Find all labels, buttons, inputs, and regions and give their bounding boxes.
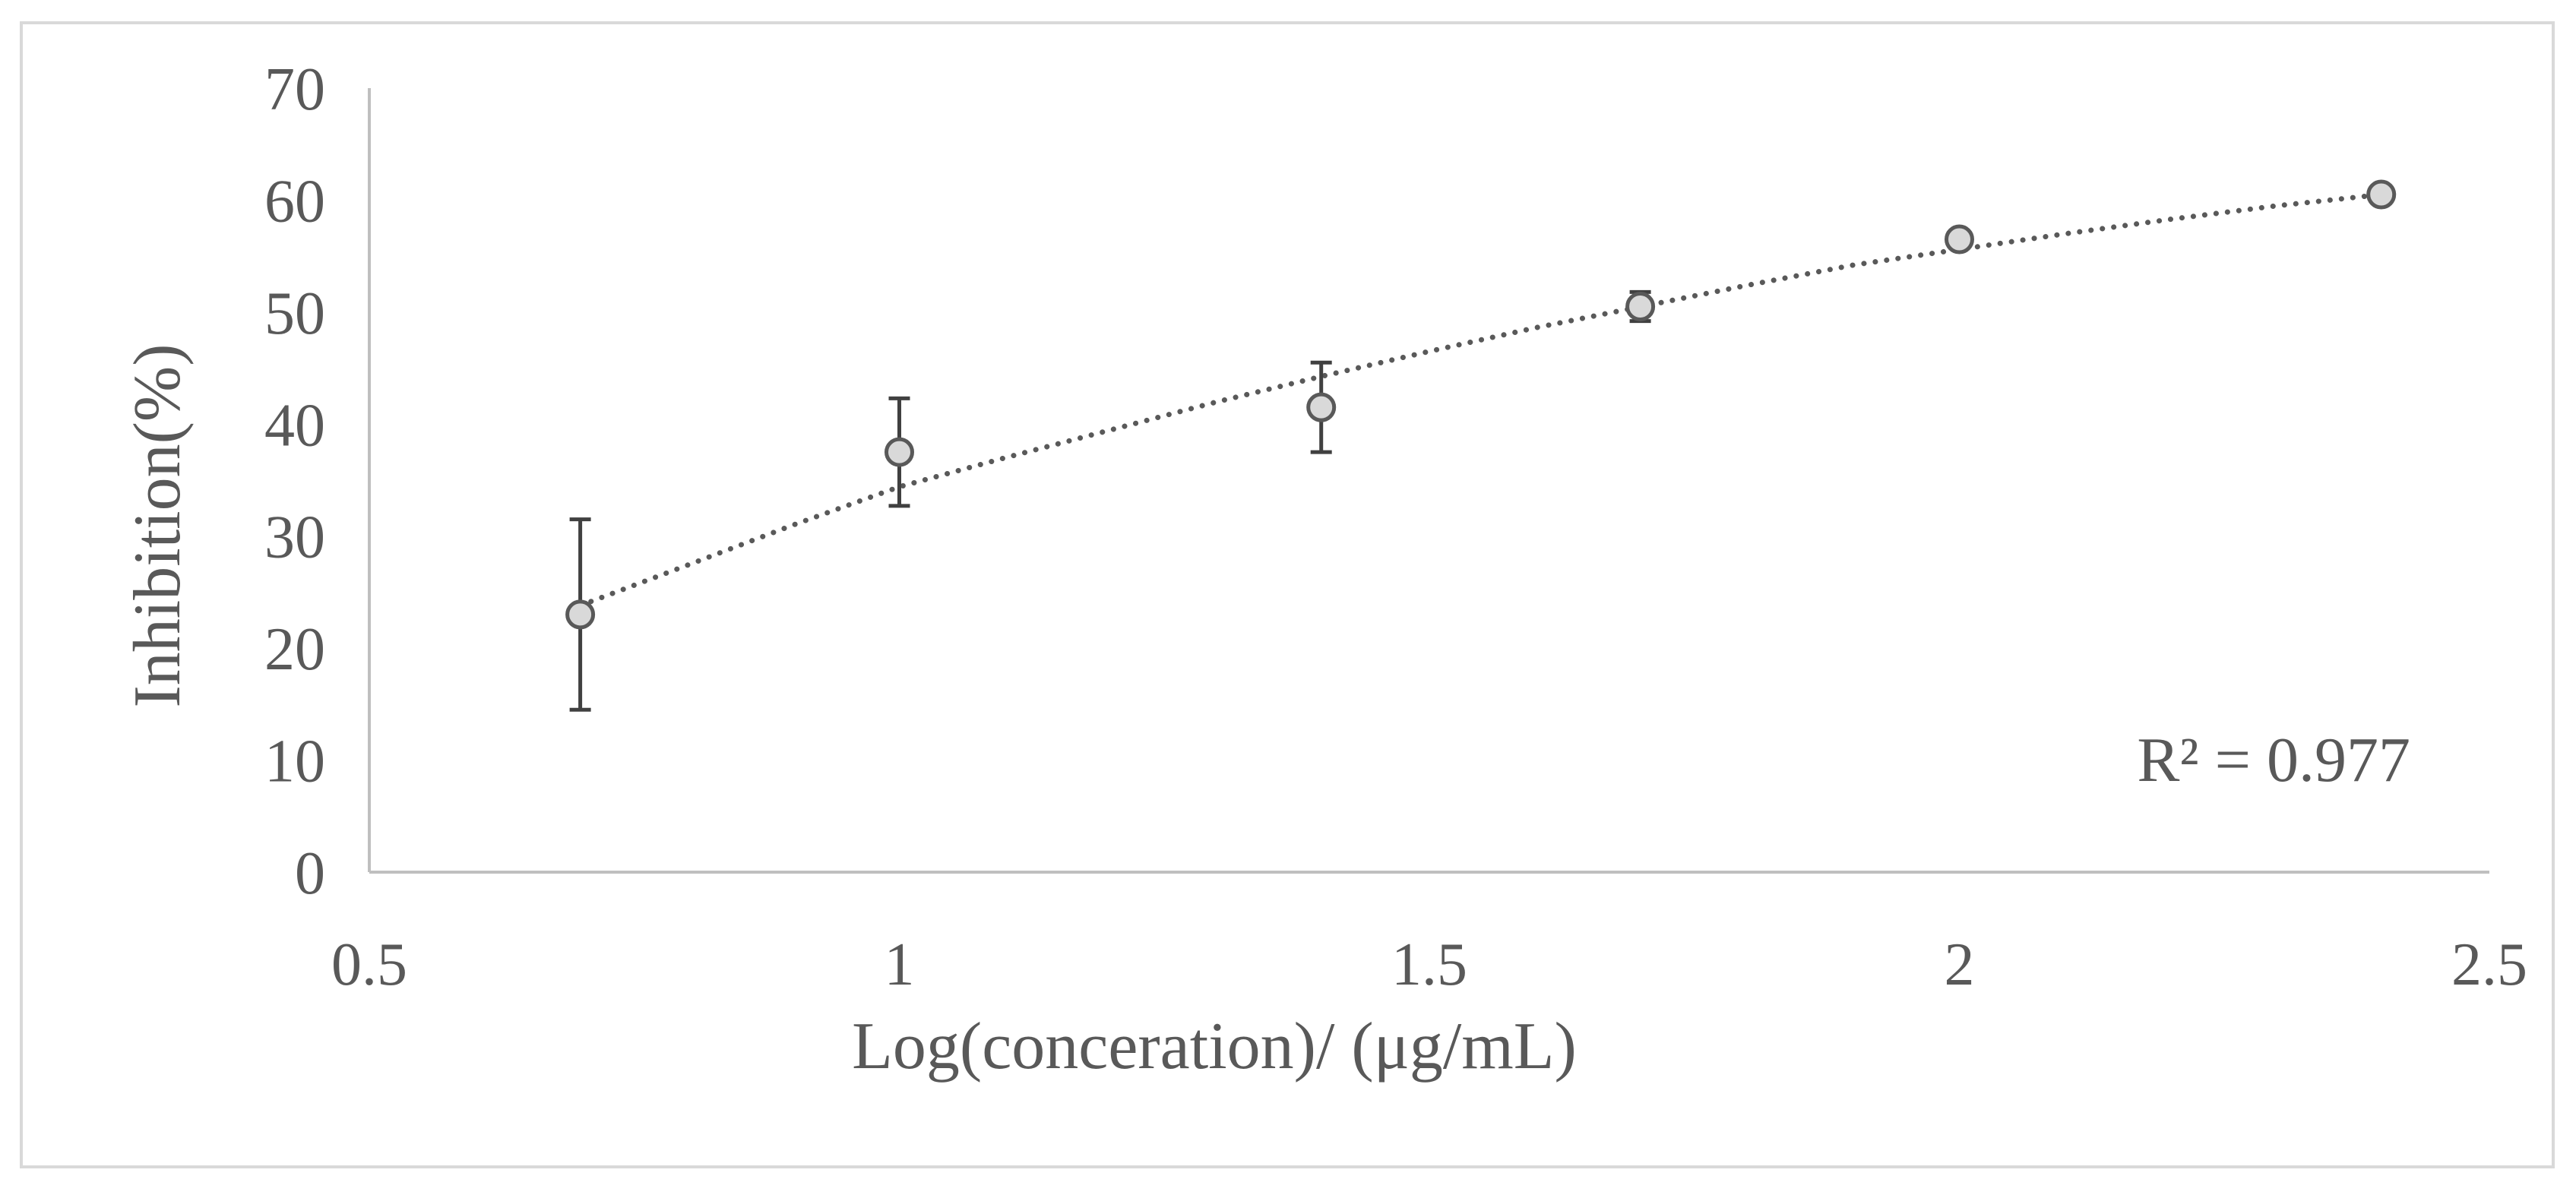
data-point: [1945, 224, 1974, 254]
y-tick-label: 60: [264, 168, 325, 235]
trendline-curve: [578, 191, 2385, 609]
x-axis-title: Log(conceration)/ (μg/mL): [852, 1010, 1577, 1083]
x-tick-label: 1.5: [1391, 931, 1467, 998]
y-axis-title: Inhibition(%): [121, 343, 195, 707]
chart-frame: 0 10 20 30 40 50 60 70 0.5 1 1.5 2 2.5 Log(concerati…: [20, 21, 2555, 1168]
axes: [368, 88, 2489, 874]
y-tick-label: 30: [264, 504, 325, 571]
y-tick-label: 40: [264, 392, 325, 459]
y-tick-label: 20: [264, 616, 325, 683]
x-tick-label: 2.5: [2451, 931, 2527, 998]
x-tick-label: 1: [885, 931, 915, 998]
data-point: [2366, 179, 2397, 210]
y-tick-label: 10: [264, 729, 325, 795]
trendline: [578, 191, 2385, 609]
y-tick-label: 70: [264, 56, 325, 123]
data-point: [1625, 291, 1656, 321]
x-tick-label: 0.5: [331, 931, 407, 998]
error-bars: [569, 289, 1651, 712]
data-points: [565, 179, 2397, 630]
data-point: [565, 599, 596, 630]
data-point: [885, 437, 914, 467]
x-tick-label: 2: [1945, 931, 1975, 998]
r-squared-label: R² = 0.977: [2137, 725, 2410, 795]
y-tick-label: 50: [264, 280, 325, 347]
data-point: [1306, 392, 1337, 422]
tick-labels: 0 10 20 30 40 50 60 70 0.5 1 1.5 2 2.5: [264, 56, 2527, 998]
y-tick-label: 0: [295, 840, 325, 907]
chart-svg: 0 10 20 30 40 50 60 70 0.5 1 1.5 2 2.5 Log(concerati…: [121, 56, 2527, 1083]
